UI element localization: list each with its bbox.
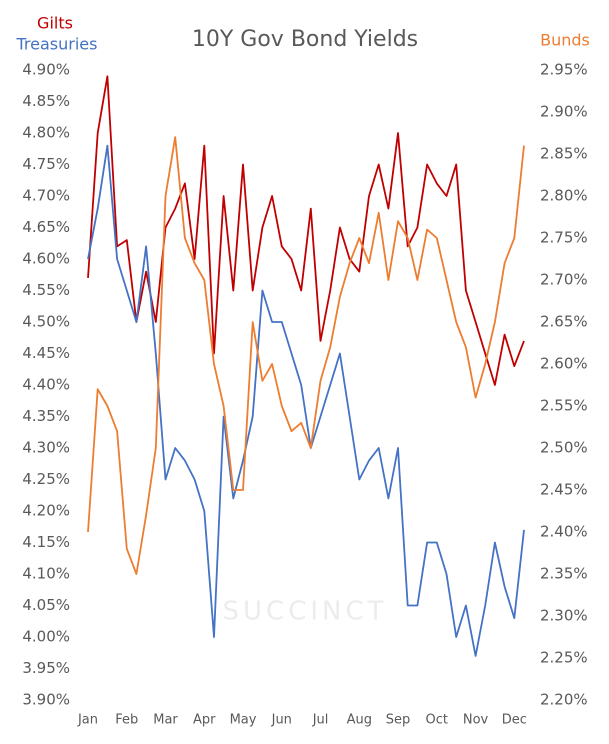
x-tick-label: Nov: [463, 713, 489, 728]
y2-tick-label: 2.80%: [540, 187, 588, 205]
x-tick-label: Feb: [115, 713, 138, 728]
chart-title: 10Y Gov Bond Yields: [192, 27, 418, 52]
y-tick-label: 4.10%: [22, 565, 70, 583]
legend-label: Treasuries: [16, 35, 98, 54]
legend-label: Gilts: [37, 14, 73, 33]
y-tick-label: 4.35%: [22, 407, 70, 425]
y-tick-label: 4.70%: [22, 187, 70, 205]
y-tick-label: 4.20%: [22, 502, 70, 520]
x-tick-label: Jul: [312, 713, 329, 728]
y2-tick-label: 2.70%: [540, 271, 588, 289]
y2-tick-label: 2.90%: [540, 103, 588, 121]
y2-tick-label: 2.20%: [540, 691, 588, 709]
y-tick-label: 3.95%: [22, 659, 70, 677]
x-tick-label: Sep: [386, 713, 411, 728]
y2-tick-label: 2.50%: [540, 439, 588, 457]
x-tick-label: Dec: [502, 713, 527, 728]
x-tick-label: Apr: [193, 713, 216, 728]
y2-tick-label: 2.65%: [540, 313, 588, 331]
y-tick-label: 4.30%: [22, 439, 70, 457]
legend-label: Bunds: [540, 31, 590, 50]
y2-tick-label: 2.35%: [540, 565, 588, 583]
x-tick-label: Jun: [271, 713, 292, 728]
y2-tick-label: 2.85%: [540, 145, 588, 163]
x-tick-label: Oct: [426, 713, 448, 728]
y-tick-label: 4.50%: [22, 313, 70, 331]
x-tick-label: Jan: [77, 713, 98, 728]
series-line: [87, 136, 525, 575]
y-tick-label: 4.85%: [22, 92, 70, 110]
y-tick-label: 3.90%: [22, 691, 70, 709]
y-tick-label: 4.15%: [22, 533, 70, 551]
y2-tick-label: 2.60%: [540, 355, 588, 373]
y2-tick-label: 2.95%: [540, 61, 588, 79]
x-tick-label: Aug: [347, 713, 372, 728]
y-tick-label: 4.80%: [22, 124, 70, 142]
y-tick-label: 4.00%: [22, 628, 70, 646]
x-tick-label: May: [230, 713, 257, 728]
y-tick-label: 4.40%: [22, 376, 70, 394]
y2-tick-label: 2.55%: [540, 397, 588, 415]
y-tick-label: 4.60%: [22, 250, 70, 268]
y2-tick-label: 2.45%: [540, 481, 588, 499]
y2-tick-label: 2.25%: [540, 649, 588, 667]
y2-tick-label: 2.75%: [540, 229, 588, 247]
series-line: [87, 75, 525, 386]
y-tick-label: 4.45%: [22, 344, 70, 362]
watermark: SUCCINCT: [223, 597, 388, 627]
y-tick-label: 4.25%: [22, 470, 70, 488]
y-tick-label: 4.90%: [22, 61, 70, 79]
y-tick-label: 4.05%: [22, 596, 70, 614]
series-line: [87, 144, 525, 657]
y2-tick-label: 2.30%: [540, 607, 588, 625]
x-tick-label: Mar: [153, 713, 178, 728]
y2-tick-label: 2.40%: [540, 523, 588, 541]
y-tick-label: 4.75%: [22, 155, 70, 173]
y-tick-label: 4.55%: [22, 281, 70, 299]
y-tick-label: 4.65%: [22, 218, 70, 236]
